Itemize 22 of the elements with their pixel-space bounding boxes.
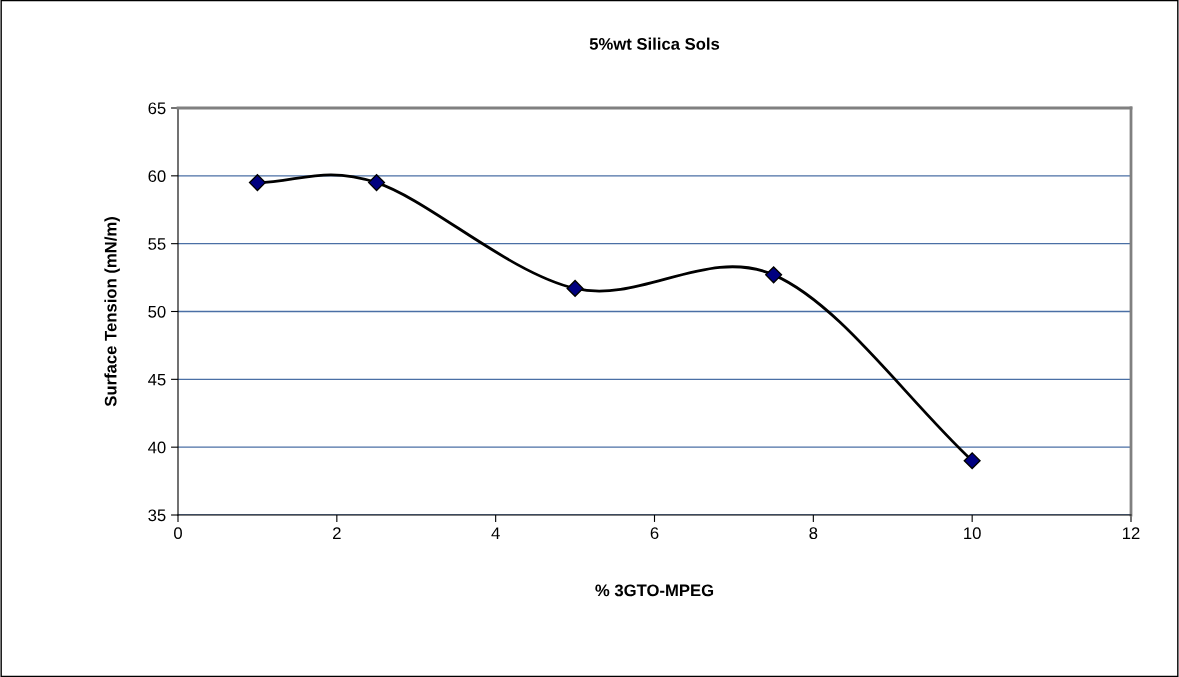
x-tick-label: 8 bbox=[809, 527, 818, 540]
y-tick-label: 40 bbox=[148, 441, 166, 454]
y-tick-label: 55 bbox=[148, 238, 166, 250]
x-tick-label: 4 bbox=[491, 527, 500, 539]
point bbox=[367, 174, 386, 192]
point bbox=[566, 279, 584, 297]
x-tick-label: 12 bbox=[1123, 527, 1140, 539]
point bbox=[248, 174, 266, 192]
y-tick-label: 65 bbox=[148, 102, 166, 115]
y-tick-label: 35 bbox=[148, 509, 166, 522]
chart-title: 5%wt Silica Sols bbox=[589, 37, 720, 50]
x-tick-label: 10 bbox=[964, 527, 981, 540]
y-tick-label: 50 bbox=[148, 305, 166, 318]
point bbox=[963, 452, 981, 470]
x-tick-label: 0 bbox=[174, 527, 182, 540]
point bbox=[765, 266, 783, 284]
x-tick-label: 6 bbox=[650, 527, 659, 540]
y-axis-title: Surface Tension (mN/m) bbox=[104, 217, 120, 407]
x-tick-label: 2 bbox=[333, 527, 341, 539]
x-axis-title: % 3GTO-MPEG bbox=[595, 584, 714, 597]
y-tick-label: 45 bbox=[148, 373, 166, 386]
y-tick-label: 60 bbox=[148, 170, 166, 183]
